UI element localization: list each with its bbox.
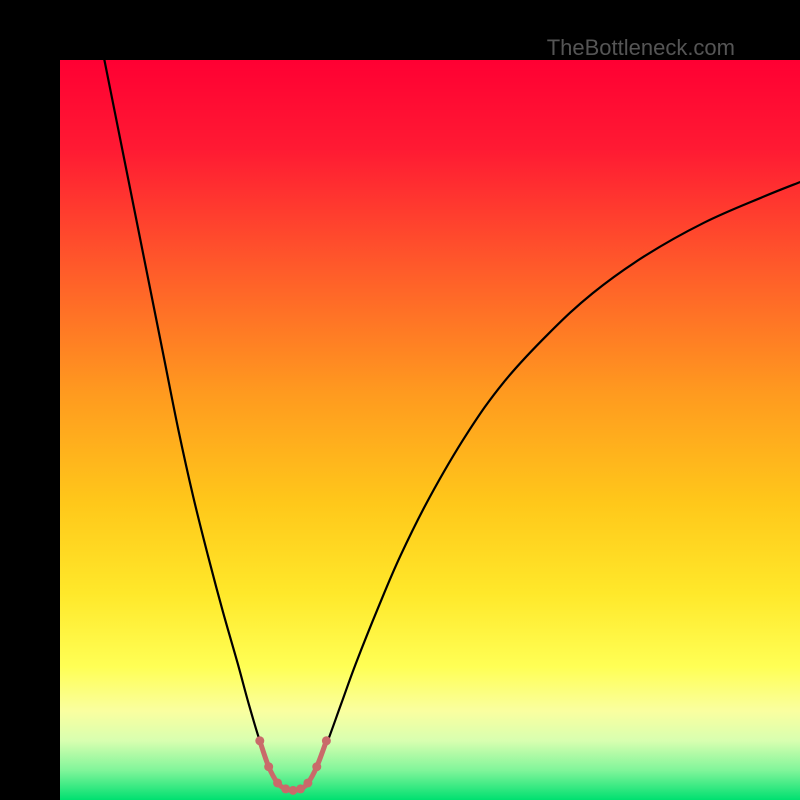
optimal-zone-marker: [273, 778, 282, 787]
optimal-zone-marker: [312, 762, 321, 771]
optimal-zone-marker: [264, 762, 273, 771]
chart-frame: TheBottleneck.com: [0, 0, 800, 800]
plot-background: [60, 60, 800, 800]
optimal-zone-marker: [281, 784, 290, 793]
optimal-zone-marker: [296, 784, 305, 793]
optimal-zone-marker: [322, 736, 331, 745]
optimal-zone-marker: [289, 786, 298, 795]
chart-svg: [30, 30, 800, 800]
optimal-zone-marker: [255, 736, 264, 745]
optimal-zone-marker: [303, 778, 312, 787]
